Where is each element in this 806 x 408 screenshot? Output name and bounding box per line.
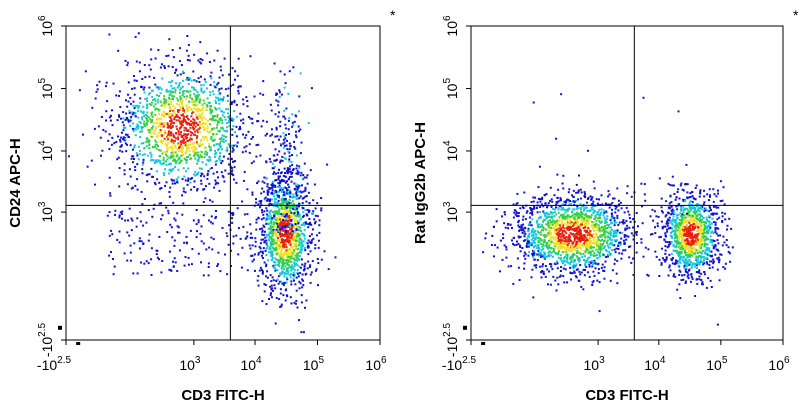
x-axis-label: CD3 FITC-H — [181, 387, 264, 404]
x-tick-label: 106 — [365, 355, 387, 373]
x-tick-label: -102.5 — [37, 355, 72, 373]
x-tick-label: 103 — [179, 355, 201, 373]
y-tick-label: 106 — [442, 15, 460, 37]
sparse-events — [532, 93, 688, 216]
x-tick-label: 104 — [240, 355, 262, 373]
y-tick-label: 103 — [442, 201, 460, 223]
y-tick-label: 104 — [442, 140, 460, 162]
population-2 — [651, 163, 734, 326]
x-tick-label: 105 — [303, 355, 325, 373]
x-axis-label: CD3 FITC-H — [585, 387, 668, 404]
axis-zero-mark — [481, 342, 486, 345]
corner-asterisk-marker: * — [390, 7, 396, 23]
axis-zero-mark — [76, 342, 81, 345]
y-axis-label: Rat IgG2b APC-H — [412, 122, 429, 244]
population-1 — [482, 137, 674, 313]
event-dots — [482, 93, 734, 326]
x-tick-label: 104 — [644, 355, 666, 373]
plot-isotype-vs-cd3: -102.5 103 104 105 106 -102.5 103 104 105 106 CD3 … — [412, 7, 799, 404]
plot-frame — [65, 25, 381, 341]
corner-asterisk-marker: * — [793, 7, 799, 23]
population-2 — [249, 66, 337, 334]
plot-cd24-vs-cd3: -102.5 103 104 105 106 -102.5 103 104 105 106 CD3 … — [7, 7, 396, 404]
axis-zero-mark — [58, 325, 62, 330]
axis-zero-mark — [463, 325, 467, 330]
y-axis-label: CD24 APC-H — [7, 138, 24, 227]
x-tick-label: 103 — [584, 355, 606, 373]
y-tick-label: 106 — [37, 15, 55, 37]
y-tick-label: -102.5 — [37, 322, 55, 357]
y-tick-label: 105 — [37, 78, 55, 100]
y-tick-label: -102.5 — [442, 322, 460, 357]
population-1 — [67, 32, 293, 238]
plot-frame — [470, 25, 784, 341]
y-tick-label: 104 — [37, 140, 55, 162]
x-tick-label: -102.5 — [442, 355, 477, 373]
x-tick-label: 105 — [706, 355, 728, 373]
x-tick-label: 106 — [768, 355, 790, 373]
sparse-events — [106, 207, 257, 277]
y-tick-label: 105 — [442, 78, 460, 100]
event-dots — [67, 32, 337, 334]
y-tick-label: 103 — [37, 201, 55, 223]
